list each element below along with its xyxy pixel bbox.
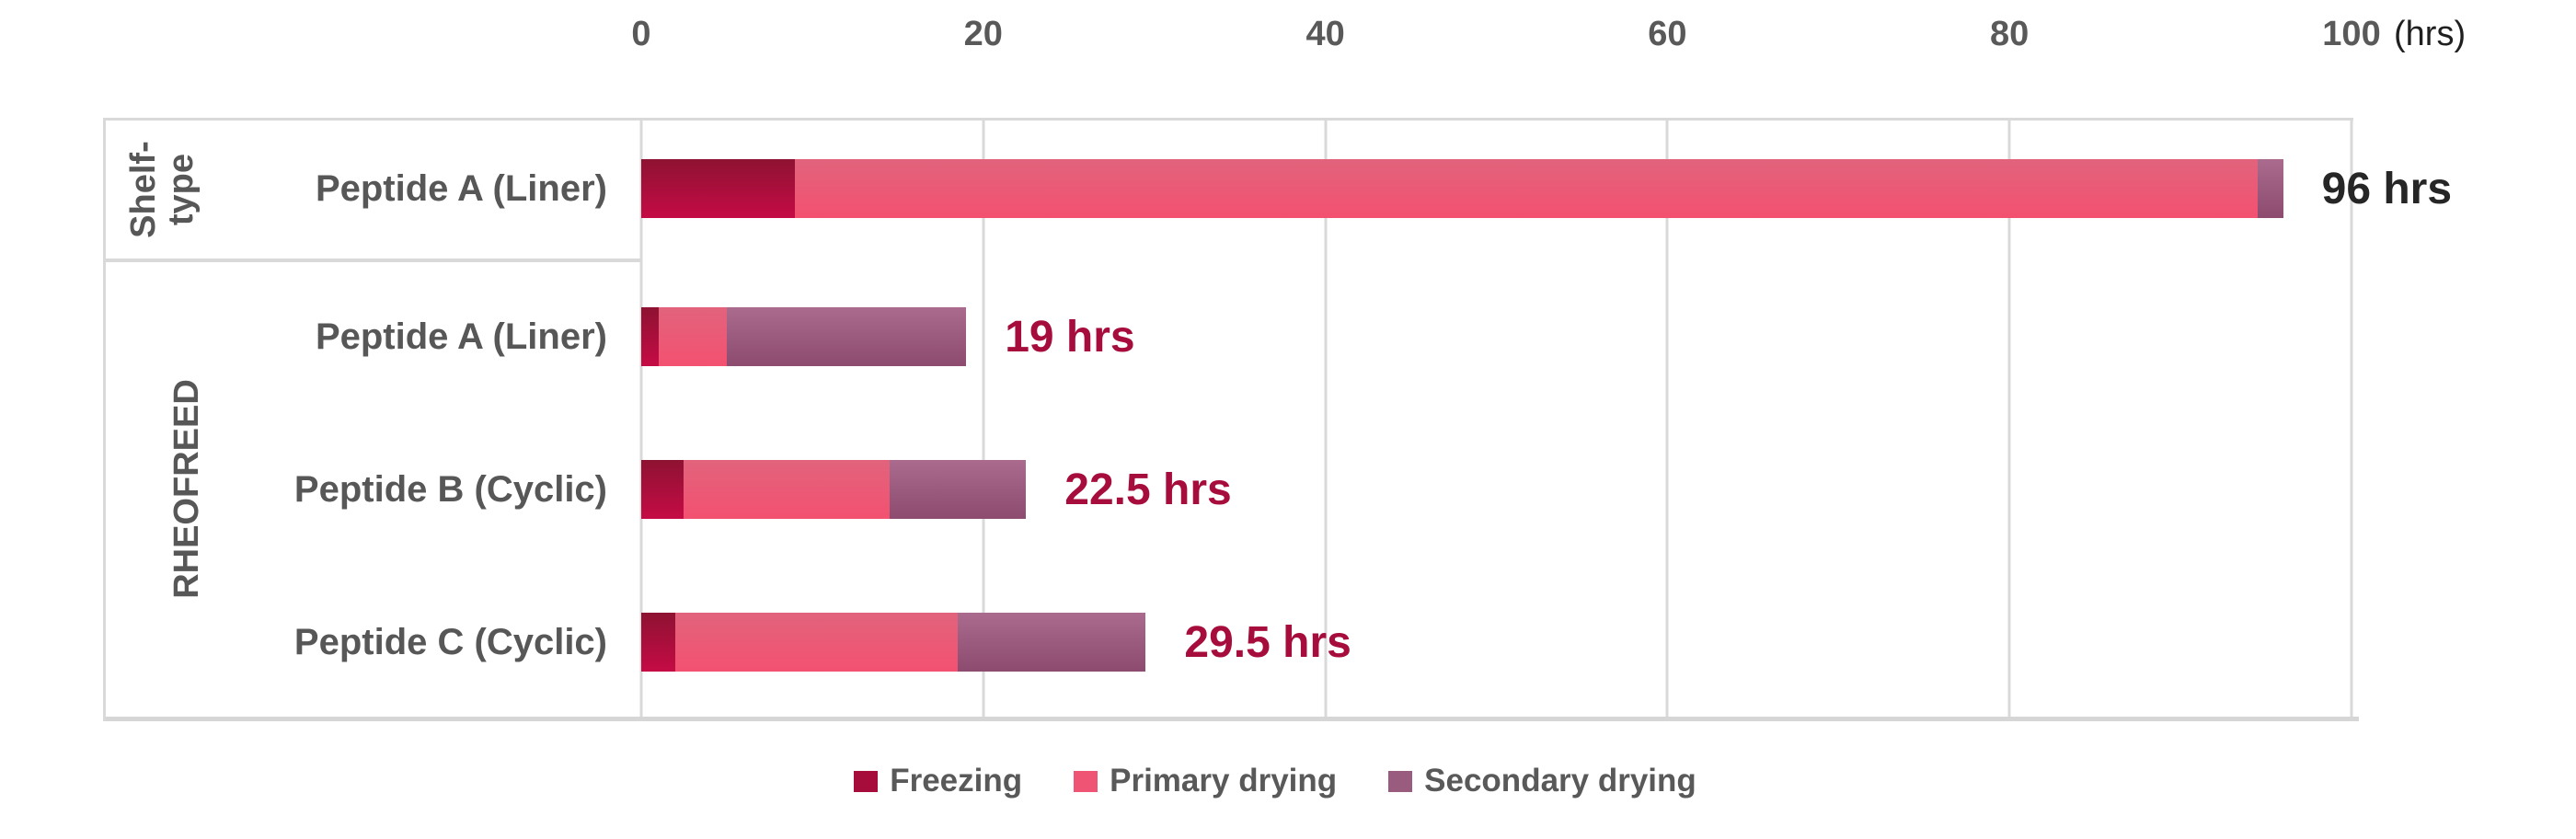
group-label-line: Shelf-: [123, 141, 163, 238]
stacked-bar: [641, 613, 1146, 672]
row-label: Peptide C (Cyclic): [293, 621, 607, 662]
stacked-bar: [641, 460, 1027, 519]
bar-segment-secondary-drying: [726, 307, 967, 366]
axis-tick-label: 20: [963, 15, 1003, 53]
legend-label: Primary drying: [1110, 763, 1338, 799]
gridline: [1665, 118, 1669, 717]
plot-top-border: [103, 118, 2353, 121]
bar-segment-secondary-drying: [957, 613, 1146, 672]
bar-segment-secondary-drying: [889, 460, 1027, 519]
axis-tick-label: 0: [631, 15, 651, 53]
row-label: Peptide A (Liner): [315, 316, 607, 357]
row-label: Peptide B (Cyclic): [293, 468, 607, 510]
bar-segment-freezing: [641, 307, 659, 366]
axis-tick-label: 40: [1305, 15, 1345, 53]
axis-tick-label: 60: [1648, 15, 1687, 53]
legend-item-primary-drying: Primary drying: [1074, 763, 1337, 799]
gridline: [982, 118, 985, 717]
plot-bottom-border: [103, 717, 2359, 721]
stacked-bar: [641, 307, 967, 366]
bar-total-label: 29.5 hrs: [1184, 617, 1351, 667]
legend: Freezing Primary drying Secondary drying: [103, 756, 2447, 806]
bar-total-label: 96 hrs: [2321, 164, 2453, 213]
bar-segment-freezing: [641, 613, 676, 672]
gridline: [639, 118, 643, 717]
legend-label: Freezing: [890, 763, 1023, 799]
bar-segment-primary-drying: [658, 307, 727, 366]
group-label-line: type: [162, 153, 201, 226]
bar-segment-primary-drying: [684, 460, 890, 519]
legend-swatch-freezing: [854, 770, 879, 792]
group-separator-line: [103, 259, 641, 262]
legend-item-secondary-drying: Secondary drying: [1388, 763, 1696, 799]
bar-segment-primary-drying: [675, 613, 958, 672]
bar-segment-freezing: [641, 460, 684, 519]
stacked-bar: [641, 159, 2283, 218]
gridline: [1324, 118, 1328, 717]
legend-item-freezing: Freezing: [854, 763, 1022, 799]
legend-swatch-secondary-drying: [1388, 770, 1413, 792]
bar-segment-freezing: [641, 159, 796, 218]
axis-unit-label: (hrs): [2394, 15, 2467, 53]
axis-tick-label: 100: [2322, 15, 2381, 53]
legend-label: Secondary drying: [1424, 763, 1696, 799]
bar-segment-secondary-drying: [2257, 159, 2283, 218]
axis-tick-label: 80: [1990, 15, 2030, 53]
row-label: Peptide A (Liner): [315, 167, 607, 209]
legend-swatch-primary-drying: [1074, 770, 1098, 792]
gridline: [2007, 118, 2011, 717]
group-label-shelf-type: Shelf- type: [103, 121, 223, 259]
gridline: [2350, 118, 2353, 717]
label-column-left-border: [103, 118, 106, 720]
bar-total-label: 22.5 hrs: [1064, 465, 1232, 514]
bar-total-label: 19 hrs: [1005, 312, 1135, 362]
bar-segment-primary-drying: [795, 159, 2258, 218]
